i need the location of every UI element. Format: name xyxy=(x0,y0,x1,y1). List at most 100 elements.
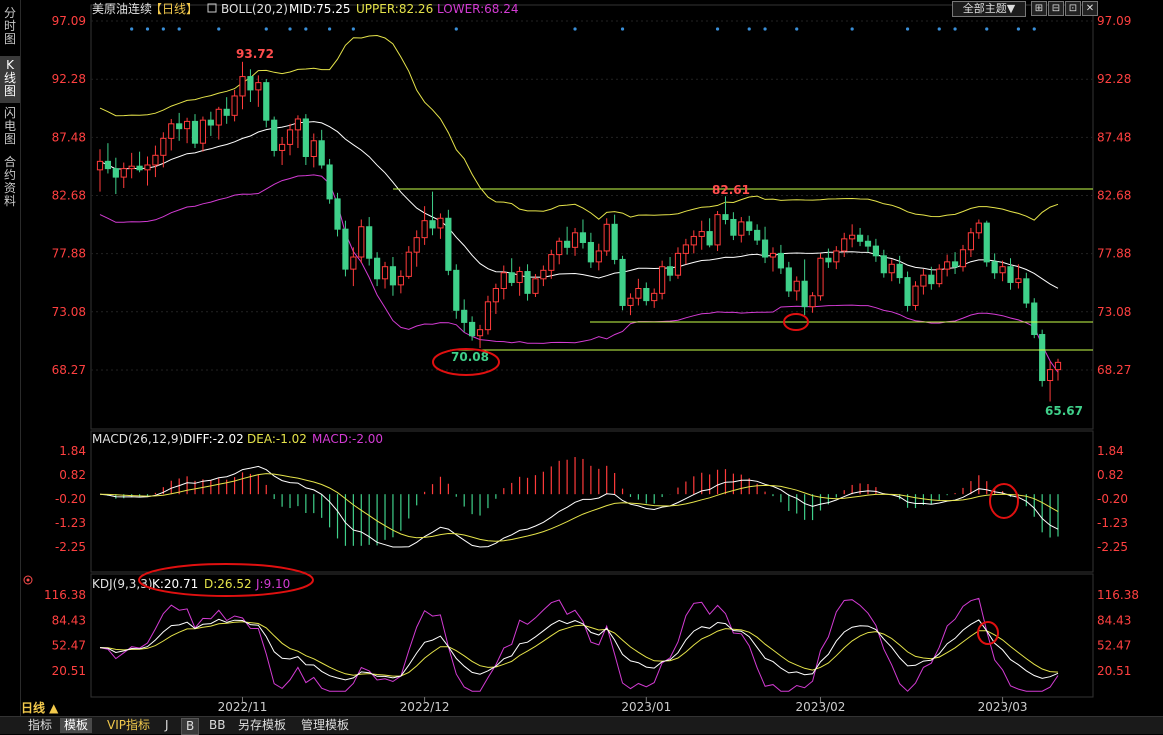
macd-tick-left: -2.25 xyxy=(55,540,86,554)
date-tick-label: 2022/12 xyxy=(400,700,450,714)
signal-dot xyxy=(937,27,941,31)
candle-body xyxy=(231,95,238,116)
candle-body xyxy=(310,140,317,158)
price-tick-right: 68.27 xyxy=(1097,363,1131,377)
kdj-settings-icon[interactable] xyxy=(23,575,33,585)
close-button[interactable]: ✕ xyxy=(1082,1,1098,16)
signal-dot xyxy=(905,27,910,31)
candle-body xyxy=(856,234,864,242)
candle-body xyxy=(587,241,594,263)
candle-body xyxy=(374,257,381,280)
price-tick-left: 92.28 xyxy=(52,72,86,86)
candle-body xyxy=(864,240,872,247)
period-selector[interactable]: 日线 ▲ xyxy=(21,700,59,715)
kdj-d: D:26.52 xyxy=(204,577,252,591)
candle-body xyxy=(880,255,887,274)
date-axis: 2022/11 2022/12 2023/01 2023/02 2023/03 xyxy=(218,697,1028,714)
candle-body xyxy=(564,240,571,248)
tab-templates[interactable]: 模板 xyxy=(60,718,93,733)
macd-lines xyxy=(99,465,1059,548)
price-tick-right: 82.68 xyxy=(1097,189,1131,203)
macd-value: MACD:-2.00 xyxy=(312,432,383,446)
kdj-tick-right: 52.47 xyxy=(1097,639,1131,653)
candle-body xyxy=(96,160,104,171)
theme-dropdown[interactable]: 全部主题▼ xyxy=(952,1,1026,17)
candle-body xyxy=(999,266,1006,274)
signal-dot xyxy=(573,27,577,31)
bottom-toolbar: 指标 模板 VIP指标 J B BB 另存模板 管理模板 xyxy=(0,716,1163,735)
tab-contract-info[interactable]: 合约资料 xyxy=(3,155,16,208)
signal-dot xyxy=(953,27,957,31)
tab-timeshare[interactable]: 分时图 xyxy=(3,6,16,46)
tab-manage-templates[interactable]: 管理模板 xyxy=(301,718,350,732)
boll-upper-line xyxy=(99,34,1059,221)
candle-body xyxy=(318,140,325,166)
restore-button[interactable]: ⊡ xyxy=(1065,1,1081,16)
candle-body xyxy=(967,232,975,251)
tab-lightning[interactable]: 闪电图 xyxy=(3,106,16,146)
candle-body xyxy=(128,165,135,170)
boll-upper: UPPER:82.26 xyxy=(356,2,433,16)
candle-body xyxy=(191,120,199,144)
price-tick-left: 68.27 xyxy=(52,363,86,377)
candle-body xyxy=(144,164,151,171)
boll-bands xyxy=(99,34,1059,373)
macd-tick-left: 1.84 xyxy=(59,444,86,458)
kdj-lines xyxy=(99,597,1059,692)
signal-dot xyxy=(288,27,292,31)
signal-dot xyxy=(763,27,767,31)
candle-body xyxy=(825,257,832,263)
candle-body xyxy=(381,266,389,280)
tab-bb[interactable]: BB xyxy=(209,718,226,732)
signal-dot xyxy=(161,27,165,31)
kdj-tick-left: 84.43 xyxy=(52,613,86,627)
boll-mid-line xyxy=(99,121,1059,289)
candle-body xyxy=(619,258,626,306)
candle-body xyxy=(809,295,816,308)
candle-body xyxy=(690,235,697,246)
macd-tick-right: 0.82 xyxy=(1097,468,1124,482)
circle-kdj-cross xyxy=(977,621,999,645)
candle-body xyxy=(548,254,555,271)
signal-dot xyxy=(177,27,181,31)
circle-macd xyxy=(989,483,1019,519)
price-panel-frame xyxy=(90,4,1094,430)
candle-body xyxy=(112,168,119,178)
candle-body xyxy=(500,272,507,290)
candle-body xyxy=(215,108,222,126)
kdj-k: K:20.71 xyxy=(152,577,198,591)
price-tick-left: 73.08 xyxy=(52,305,86,319)
tab-j[interactable]: J xyxy=(165,718,169,732)
kdj-tick-left: 52.47 xyxy=(52,639,86,653)
minimize-button[interactable]: ⊟ xyxy=(1048,1,1064,16)
signal-dot xyxy=(715,27,720,31)
candle-body xyxy=(959,249,967,268)
candle-body xyxy=(1031,302,1038,336)
candle-body xyxy=(302,118,309,158)
candle-body xyxy=(1046,369,1054,382)
layout-grid-button[interactable]: ⊞ xyxy=(1031,1,1047,16)
candle-body xyxy=(508,272,515,283)
tab-indicators[interactable]: 指标 xyxy=(28,718,53,732)
candle-body xyxy=(991,261,998,274)
indicator-settings-icon[interactable] xyxy=(207,3,217,13)
candle-body xyxy=(358,226,365,258)
candle-body xyxy=(1015,278,1022,283)
kdj-k-line xyxy=(99,618,1059,681)
price-tick-left: 77.88 xyxy=(52,247,86,261)
tab-save-template[interactable]: 另存模板 xyxy=(238,718,287,732)
candle-body xyxy=(516,271,523,283)
kdj-j-line xyxy=(99,597,1059,692)
chart-canvas[interactable]: 美原油连续 【日线】 BOLL(20,2) MID:75.25 UPPER:82… xyxy=(0,0,1163,716)
signal-dot xyxy=(328,27,332,31)
tab-b[interactable]: B xyxy=(181,718,200,735)
signal-dot xyxy=(145,27,150,31)
candle-body xyxy=(769,252,777,258)
boll-mid: MID:75.25 xyxy=(289,2,351,16)
candle-body xyxy=(176,123,183,130)
signal-dot xyxy=(1016,27,1021,31)
candle-body xyxy=(223,108,230,116)
candle-body xyxy=(255,82,262,91)
tab-vip-indicators[interactable]: VIP指标 xyxy=(107,718,150,732)
